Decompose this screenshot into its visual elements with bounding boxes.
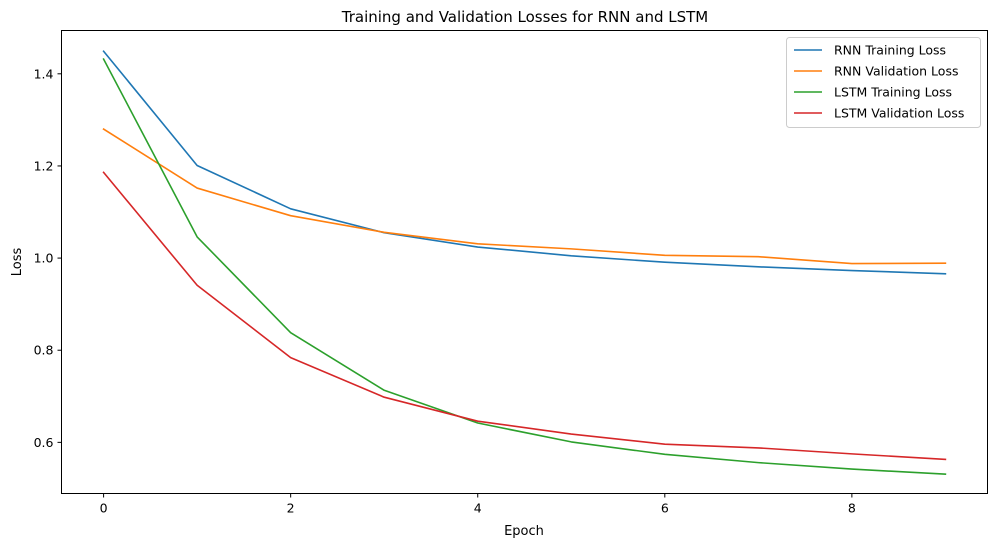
x-tick-label: 8 <box>848 501 856 516</box>
legend-label: RNN Training Loss <box>834 43 946 58</box>
x-axis-label: Epoch <box>504 524 544 539</box>
legend: RNN Training Loss RNN Validation Loss LSTM… <box>786 37 981 128</box>
legend-label: LSTM Training Loss <box>834 85 952 100</box>
x-tick-label: 2 <box>287 501 295 516</box>
chart-title: Training and Validation Losses for RNN a… <box>341 8 709 26</box>
y-tick-label: 1.2 <box>34 158 54 173</box>
series-line-lstm-training-loss <box>102 57 947 475</box>
series-line-lstm-validation-loss <box>102 171 947 461</box>
series-line-rnn-training-loss <box>102 50 947 275</box>
plot-frame <box>61 30 988 494</box>
series-line-rnn-validation-loss <box>102 127 947 265</box>
y-tick-label: 1.4 <box>34 66 54 81</box>
x-tick-label: 6 <box>661 501 669 516</box>
x-tick-label: 4 <box>474 501 482 516</box>
y-tick-label: 0.6 <box>34 435 54 450</box>
y-axis-label: Loss <box>10 248 25 277</box>
legend-frame <box>786 37 981 128</box>
y-tick-label: 1.0 <box>34 251 54 266</box>
plot-area <box>102 50 947 475</box>
legend-label: LSTM Validation Loss <box>834 106 964 121</box>
x-tick-label: 0 <box>100 501 108 516</box>
y-tick-label: 0.8 <box>34 343 54 358</box>
legend-label: RNN Validation Loss <box>834 64 958 79</box>
